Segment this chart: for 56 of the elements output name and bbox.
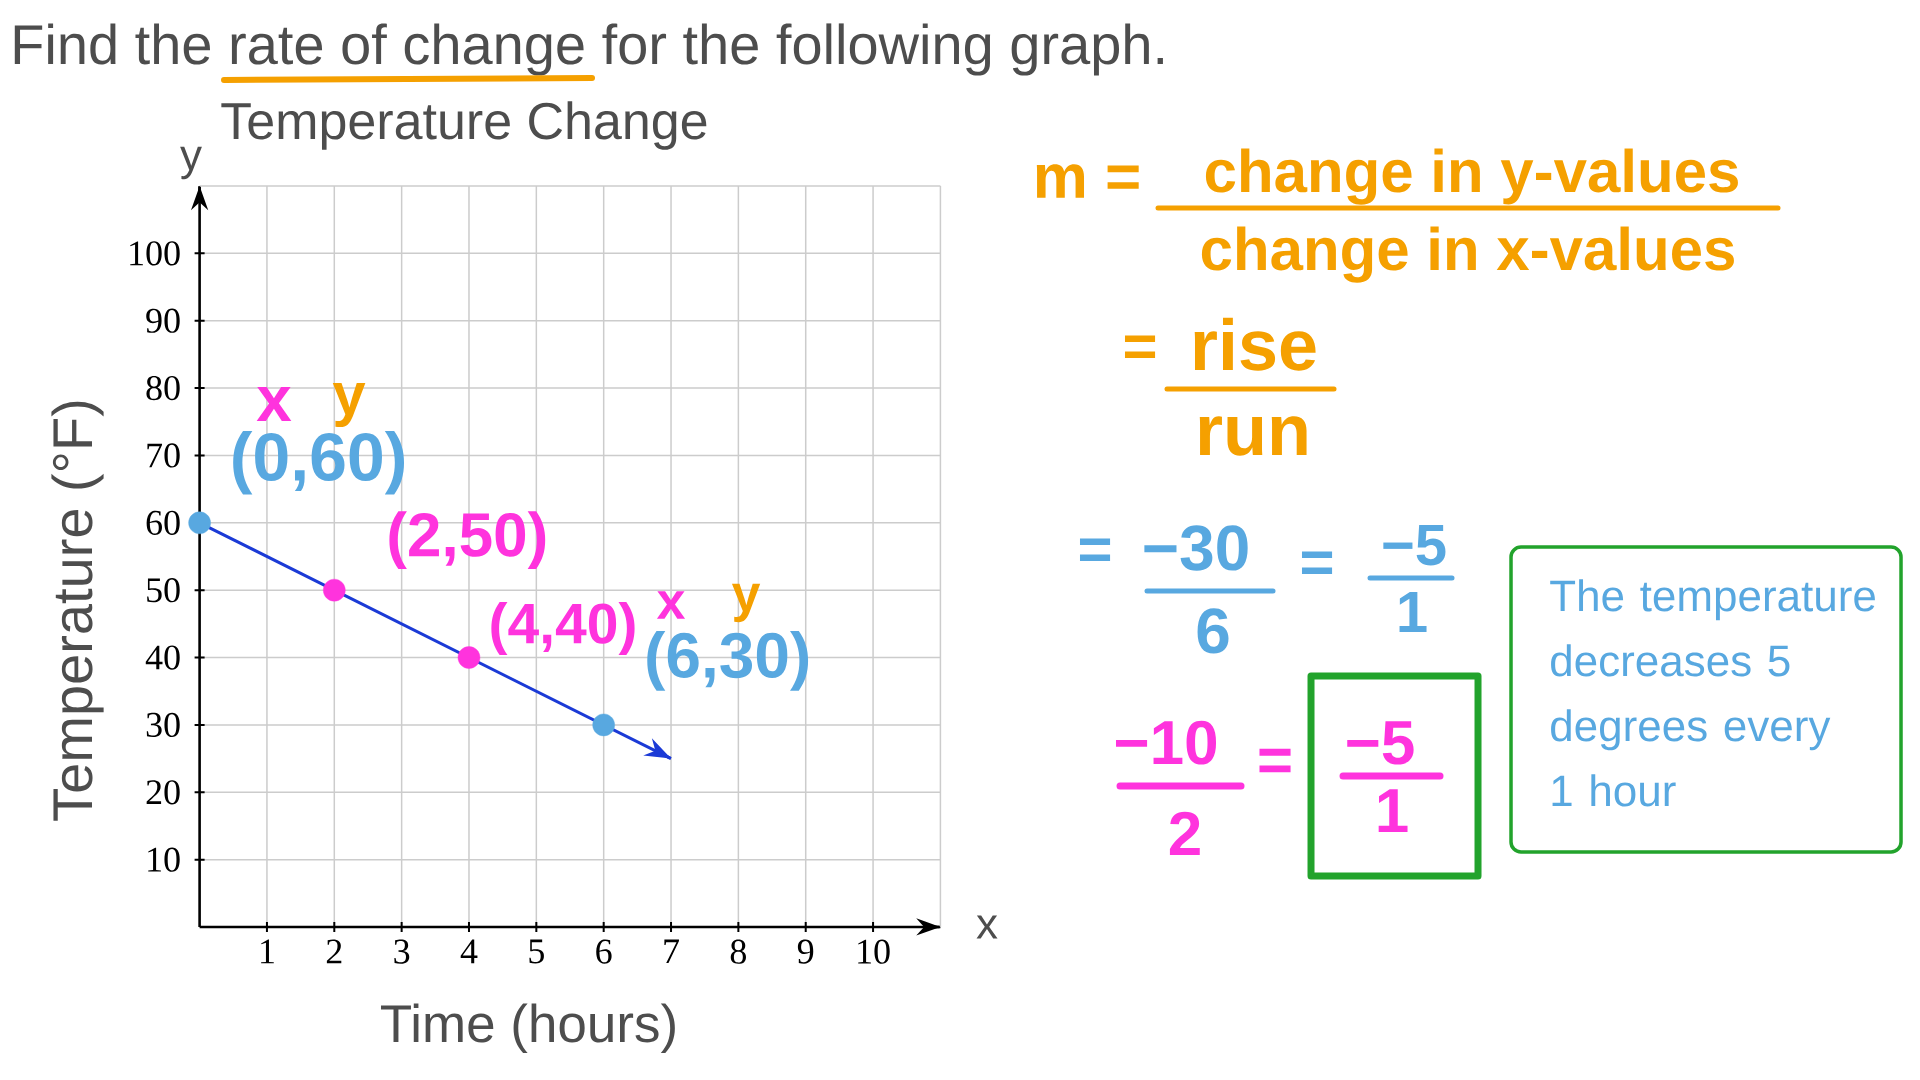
y-tick-label: 80 [146, 375, 180, 401]
annotation: (4,40) [491, 601, 635, 656]
x-tick-label: 1 [261, 939, 274, 964]
x-tick-label: 5 [529, 939, 544, 964]
point [457, 646, 481, 669]
y-tick-label: 70 [147, 443, 180, 468]
text: x [976, 915, 998, 939]
x-tick-label: 2 [326, 939, 342, 964]
y-tick-label: 100 [130, 241, 180, 266]
point [188, 511, 211, 535]
text: run [1199, 416, 1307, 456]
annotation: x [256, 387, 292, 421]
x-tick-label: 3 [394, 939, 410, 964]
x-tick-label: 6 [596, 939, 612, 964]
x-tick-label: 7 [664, 939, 679, 964]
text: = [1259, 748, 1291, 773]
y-axis-title: Temperature (°F) [51, 401, 104, 821]
annotation: (2,50) [389, 511, 546, 570]
text: = [1124, 335, 1156, 359]
y-tick-label: 60 [146, 510, 180, 535]
x-tick-label: 4 [460, 939, 478, 964]
x-axis-title: Time (hours) [380, 1003, 675, 1053]
y-tick-label: 40 [145, 645, 180, 670]
text: −5 [1347, 721, 1414, 765]
text: −10 [1116, 720, 1217, 765]
annotation: (0,60) [233, 431, 405, 495]
y-tick-label: 10 [148, 847, 180, 872]
text: 1 [1399, 592, 1427, 632]
point [592, 713, 615, 737]
chart-title: Temperature Change [221, 101, 707, 150]
y-tick-label: 20 [146, 780, 180, 805]
text: = [1301, 551, 1333, 575]
x-tick-label: 9 [797, 939, 814, 964]
text: rise [1194, 317, 1316, 371]
text: −30 [1144, 525, 1248, 571]
text: Find the rate of change for the following graph. [14, 23, 1163, 76]
y-tick-label: 90 [146, 308, 180, 333]
text: 1 [1378, 789, 1408, 832]
text: 6 [1197, 608, 1229, 654]
text: = [1079, 538, 1111, 562]
text: y [180, 146, 202, 180]
text: change in y-values [1205, 148, 1738, 205]
y-tick-label: 30 [146, 712, 180, 738]
text: 2 [1169, 811, 1200, 855]
text: −5 [1383, 525, 1446, 566]
annotation: (6,30) [647, 631, 809, 691]
y-tick-label: 50 [147, 578, 180, 603]
annotation: x [656, 591, 686, 619]
annotation: y [332, 382, 366, 428]
text: The temperature decreases 5 degrees every 1 hour [1550, 579, 1875, 807]
text: m = [1036, 164, 1139, 198]
x-tick-label: 8 [730, 939, 746, 964]
x-tick-label: 10 [858, 939, 890, 964]
annotation: y [731, 583, 761, 623]
point [323, 578, 346, 602]
text: change in x-values [1201, 226, 1734, 283]
